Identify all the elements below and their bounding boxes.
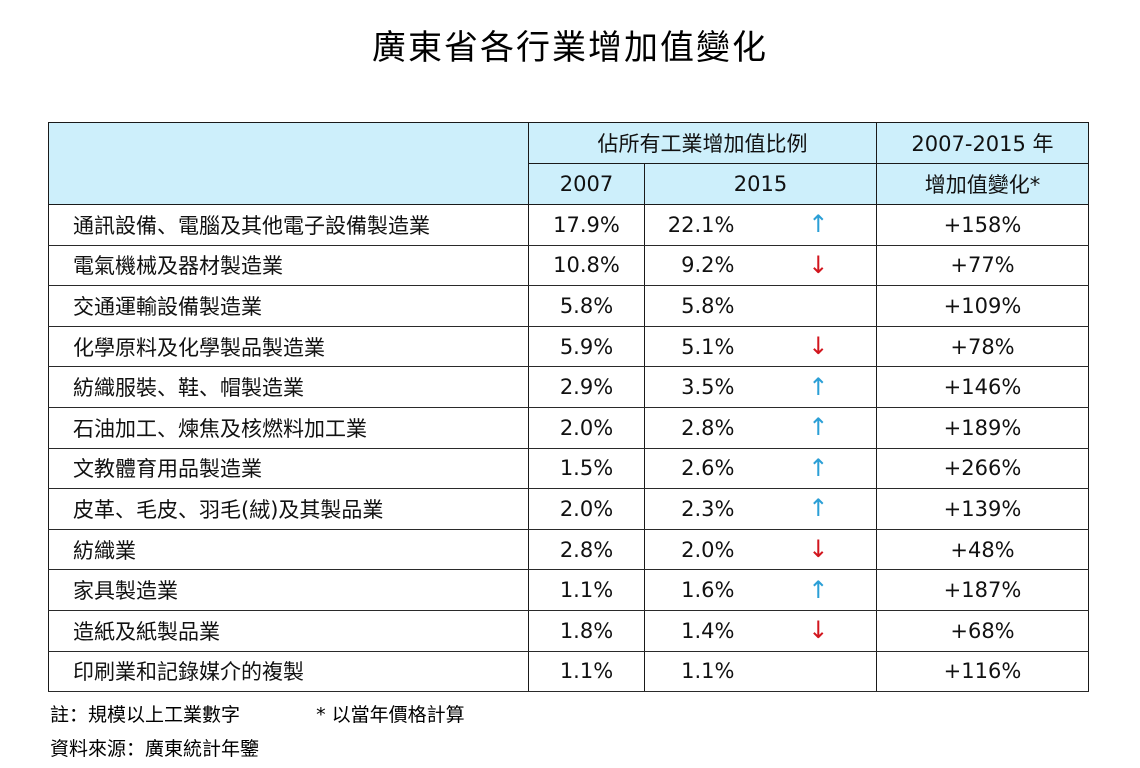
trend-cell: ↑ [760, 204, 877, 246]
share-2007: 1.1% [528, 650, 645, 693]
page-title: 廣東省各行業增加值變化 [372, 28, 768, 68]
industry-name: 造紙及紙製品業 [48, 609, 529, 652]
share-2007: 5.9% [528, 325, 645, 368]
header-year-2007: 2007 [528, 163, 645, 205]
trend-cell: ↑ [760, 406, 877, 449]
share-2007: 1.5% [528, 447, 645, 490]
share-2015: 5.1% [644, 325, 761, 368]
table-row: 造紙及紙製品業 1.8% 1.4% ↓ +68% [48, 609, 1089, 652]
footnote-note: 註：規模以上工業數字 [50, 704, 241, 726]
share-2015: 22.1% [644, 204, 761, 246]
table-row: 皮革、毛皮、羽毛(絨)及其製品業 2.0% 2.3% ↑ +139% [48, 488, 1089, 530]
value-change: +78% [876, 325, 1089, 368]
trend-cell: ↑ [760, 447, 877, 490]
industry-name: 紡織業 [48, 528, 529, 571]
industry-name: 通訊設備、電腦及其他電子設備製造業 [48, 204, 529, 246]
up-arrow-icon: ↑ [808, 453, 829, 482]
value-change: +266% [876, 447, 1089, 490]
table-row: 文教體育用品製造業 1.5% 2.6% ↑ +266% [48, 447, 1089, 490]
table-row: 電氣機械及器材製造業 10.8% 9.2% ↓ +77% [48, 244, 1089, 287]
trend-cell: ↑ [760, 366, 877, 408]
share-2015: 5.8% [644, 285, 761, 327]
share-2015: 2.8% [644, 406, 761, 449]
footnote-source: 資料來源：廣東統計年鑒 [50, 738, 260, 760]
share-2015: 1.6% [644, 569, 761, 611]
up-arrow-icon: ↑ [808, 413, 829, 442]
value-change: +48% [876, 528, 1089, 571]
share-2007: 1.1% [528, 569, 645, 611]
table-row: 通訊設備、電腦及其他電子設備製造業 17.9% 22.1% ↑ +158% [48, 204, 1089, 246]
value-change: +116% [876, 650, 1089, 693]
table-row: 化學原料及化學製品製造業 5.9% 5.1% ↓ +78% [48, 325, 1089, 368]
footnotes: 註：規模以上工業數字 * 以當年價格計算 資料來源：廣東統計年鑒 [50, 698, 465, 766]
share-2007: 17.9% [528, 204, 645, 246]
industry-name: 印刷業和記錄媒介的複製 [48, 650, 529, 693]
share-2007: 2.0% [528, 488, 645, 530]
value-change: +77% [876, 244, 1089, 287]
header-change-line1: 2007-2015 年 [876, 122, 1089, 164]
trend-cell: ↓ [760, 325, 877, 368]
industry-name: 家具製造業 [48, 569, 529, 611]
value-change: +158% [876, 204, 1089, 246]
share-2007: 1.8% [528, 609, 645, 652]
industry-name: 紡織服裝、鞋、帽製造業 [48, 366, 529, 408]
trend-cell: ↓ [760, 244, 877, 287]
share-2015: 2.3% [644, 488, 761, 530]
table-body: 通訊設備、電腦及其他電子設備製造業 17.9% 22.1% ↑ +158% 電氣機械及器材… [48, 204, 1089, 693]
down-arrow-icon: ↓ [808, 332, 829, 361]
trend-cell [760, 650, 877, 693]
up-arrow-icon: ↑ [808, 210, 829, 239]
industry-name: 化學原料及化學製品製造業 [48, 325, 529, 368]
up-arrow-icon: ↑ [808, 494, 829, 523]
table-row: 石油加工、煉焦及核燃料加工業 2.0% 2.8% ↑ +189% [48, 406, 1089, 449]
industry-name: 皮革、毛皮、羽毛(絨)及其製品業 [48, 488, 529, 530]
share-2007: 2.9% [528, 366, 645, 408]
table-row: 紡織業 2.8% 2.0% ↓ +48% [48, 528, 1089, 571]
share-2015: 1.4% [644, 609, 761, 652]
table-row: 紡織服裝、鞋、帽製造業 2.9% 3.5% ↑ +146% [48, 366, 1089, 408]
value-change: +187% [876, 569, 1089, 611]
share-2015: 1.1% [644, 650, 761, 693]
industry-name: 交通運輸設備製造業 [48, 285, 529, 327]
trend-cell: ↓ [760, 609, 877, 652]
value-change: +146% [876, 366, 1089, 408]
share-2015: 2.6% [644, 447, 761, 490]
industry-name: 文教體育用品製造業 [48, 447, 529, 490]
share-2015: 9.2% [644, 244, 761, 287]
trend-cell: ↑ [760, 488, 877, 530]
down-arrow-icon: ↓ [808, 250, 829, 279]
up-arrow-icon: ↑ [808, 372, 829, 401]
footnote-line: 註：規模以上工業數字 * 以當年價格計算 [50, 698, 465, 732]
header-change-line2: 增加值變化* [876, 163, 1089, 205]
industry-name: 石油加工、煉焦及核燃料加工業 [48, 406, 529, 449]
trend-cell: ↑ [760, 569, 877, 611]
header-share-label: 佔所有工業增加值比例 [528, 122, 877, 164]
table-row: 交通運輸設備製造業 5.8% 5.8% +109% [48, 285, 1089, 327]
up-arrow-icon: ↑ [808, 575, 829, 604]
value-change: +68% [876, 609, 1089, 652]
down-arrow-icon: ↓ [808, 616, 829, 645]
industry-table: 佔所有工業增加值比例 2007-2015 年 2007 2015 增加值變化* … [48, 122, 1089, 693]
trend-cell [760, 285, 877, 327]
trend-cell: ↓ [760, 528, 877, 571]
share-2007: 2.0% [528, 406, 645, 449]
down-arrow-icon: ↓ [808, 535, 829, 564]
table-row: 印刷業和記錄媒介的複製 1.1% 1.1% +116% [48, 650, 1089, 693]
industry-name: 電氣機械及器材製造業 [48, 244, 529, 287]
footnote-star: * 以當年價格計算 [316, 704, 465, 726]
header-year-2015: 2015 [644, 163, 877, 205]
share-2007: 5.8% [528, 285, 645, 327]
share-2007: 10.8% [528, 244, 645, 287]
value-change: +139% [876, 488, 1089, 530]
header-empty-cell [48, 122, 529, 205]
value-change: +109% [876, 285, 1089, 327]
share-2015: 3.5% [644, 366, 761, 408]
share-2015: 2.0% [644, 528, 761, 571]
value-change: +189% [876, 406, 1089, 449]
share-2007: 2.8% [528, 528, 645, 571]
table-row: 家具製造業 1.1% 1.6% ↑ +187% [48, 569, 1089, 611]
